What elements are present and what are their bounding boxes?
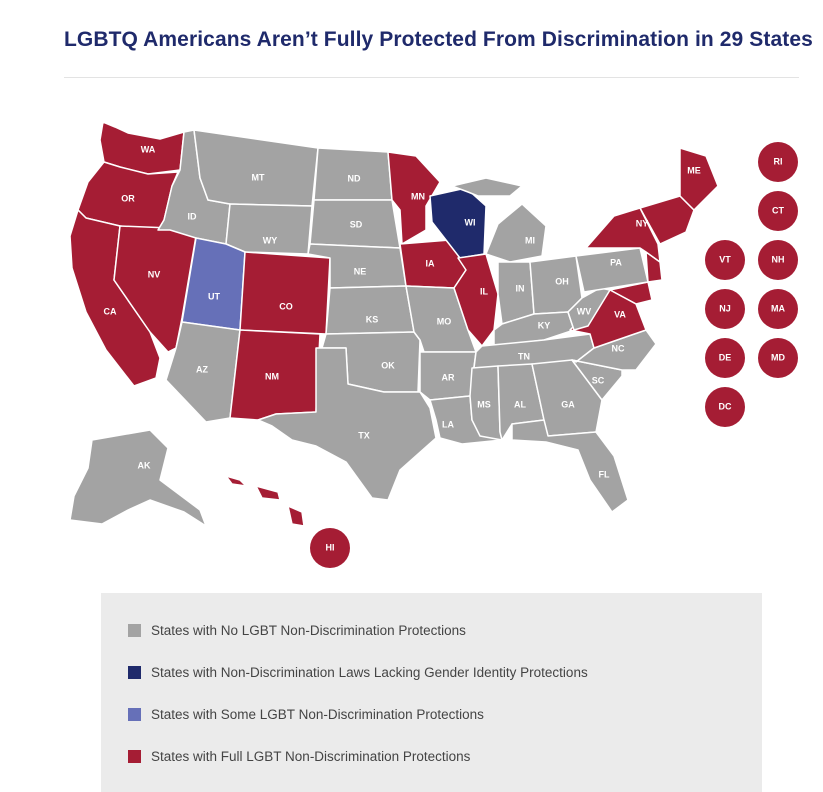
state-label-ga: GA <box>561 399 575 409</box>
state-label-co: CO <box>279 301 293 311</box>
legend-swatch <box>128 624 141 637</box>
state-label-dc: DC <box>719 401 732 411</box>
state-ny <box>585 207 661 263</box>
state-me <box>679 147 719 211</box>
state-label-sc: SC <box>592 375 605 385</box>
state-label-ca: CA <box>104 306 117 316</box>
us-map: WA OR CA NV ID MT WY UT AZ CO NM ND SD NE KS OK TX MN IA MO… <box>69 121 798 568</box>
state-wy <box>225 203 313 255</box>
state-bubble-de <box>705 338 745 378</box>
page-title: LGBTQ Americans Aren’t Fully Protected F… <box>64 28 813 51</box>
state-label-mo: MO <box>437 316 452 326</box>
state-mn <box>387 151 441 245</box>
state-label-ct: CT <box>772 205 784 215</box>
state-label-mn: MN <box>411 191 425 201</box>
state-bubble-nj <box>705 289 745 329</box>
state-bubble-nh <box>758 240 798 280</box>
state-label-wi: WI <box>465 217 476 227</box>
state-label-or: OR <box>121 193 135 203</box>
state-bubble-dc <box>705 387 745 427</box>
state-label-ok: OK <box>381 360 395 370</box>
state-bubble-md <box>758 338 798 378</box>
state-hi <box>225 475 305 527</box>
legend-swatch <box>128 750 141 763</box>
state-label-mt: MT <box>252 172 265 182</box>
state-label-ma: MA <box>771 303 785 313</box>
state-label-nh: NH <box>772 254 785 264</box>
legend-item: States with Full LGBT Non-Discrimination… <box>128 749 470 764</box>
state-label-nc: NC <box>612 343 625 353</box>
state-label-oh: OH <box>555 276 569 286</box>
state-label-ri: RI <box>774 156 783 166</box>
state-pa <box>575 247 649 293</box>
state-label-ia: IA <box>426 258 436 268</box>
state-label-il: IL <box>480 286 489 296</box>
legend-item: States with Non-Discrimination Laws Lack… <box>128 665 588 680</box>
state-label-me: ME <box>687 165 701 175</box>
state-label-ak: AK <box>138 460 151 470</box>
state-label-in: IN <box>516 283 525 293</box>
legend-label: States with Non-Discrimination Laws Lack… <box>151 665 588 680</box>
state-label-sd: SD <box>350 219 363 229</box>
state-ak <box>69 429 207 527</box>
state-label-va: VA <box>614 309 626 319</box>
state-label-vt: VT <box>719 254 731 264</box>
state-mt <box>193 129 319 207</box>
state-label-nj: NJ <box>719 303 731 313</box>
legend-swatch <box>128 708 141 721</box>
state-label-wy: WY <box>263 235 278 245</box>
state-label-ar: AR <box>442 372 455 382</box>
state-fl <box>511 419 629 513</box>
state-label-id: ID <box>188 211 198 221</box>
legend-swatch <box>128 666 141 679</box>
state-label-nd: ND <box>348 173 361 183</box>
state-label-ny: NY <box>636 218 649 228</box>
state-bubble-ma <box>758 289 798 329</box>
state-label-wv: WV <box>577 306 592 316</box>
state-label-mi: MI <box>525 235 535 245</box>
state-label-ky: KY <box>538 320 551 330</box>
legend-label: States with Full LGBT Non-Discrimination… <box>151 749 471 764</box>
state-label-md: MD <box>771 352 785 362</box>
state-co <box>239 251 331 335</box>
state-label-tn: TN <box>518 351 530 361</box>
legend-label: States with Some LGBT Non-Discrimination… <box>151 707 484 722</box>
state-ks <box>325 285 415 335</box>
state-bubble-vt <box>705 240 745 280</box>
state-label-tx: TX <box>358 430 370 440</box>
legend-label: States with No LGBT Non-Discrimination P… <box>151 623 466 638</box>
state-label-pa: PA <box>610 257 622 267</box>
state-bubble-hi <box>310 528 350 568</box>
legend-item: States with Some LGBT Non-Discrimination… <box>128 707 484 722</box>
state-label-nv: NV <box>148 269 161 279</box>
coastal-state-shape <box>639 195 695 245</box>
state-label-ne: NE <box>354 266 367 276</box>
legend: States with No LGBT Non-Discrimination P… <box>101 593 762 792</box>
state-label-wa: WA <box>141 144 156 154</box>
state-label-fl: FL <box>599 469 610 479</box>
state-label-ms: MS <box>477 399 491 409</box>
state-label-nm: NM <box>265 371 279 381</box>
state-wv <box>567 287 611 331</box>
state-label-hi: HI <box>326 542 335 552</box>
state-bubble-ct <box>758 191 798 231</box>
state-label-az: AZ <box>196 364 208 374</box>
state-label-al: AL <box>514 399 526 409</box>
state-label-ks: KS <box>366 314 379 324</box>
state-label-ut: UT <box>208 291 220 301</box>
state-bubble-ri <box>758 142 798 182</box>
state-label-la: LA <box>442 419 454 429</box>
title-divider <box>64 77 799 78</box>
state-tx <box>257 347 437 501</box>
legend-item: States with No LGBT Non-Discrimination P… <box>128 623 466 638</box>
state-label-de: DE <box>719 352 732 362</box>
